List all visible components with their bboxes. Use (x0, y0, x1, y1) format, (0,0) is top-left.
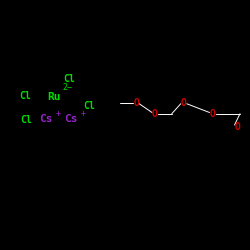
Text: 2−: 2− (62, 84, 72, 92)
Text: Cl: Cl (63, 74, 74, 84)
Text: O: O (234, 122, 240, 132)
Text: +: + (56, 108, 60, 118)
Text: Cl: Cl (19, 91, 31, 101)
Text: Cl: Cl (83, 101, 94, 111)
Text: Ru: Ru (47, 92, 60, 102)
Text: O: O (210, 109, 216, 119)
Text: Cl: Cl (20, 115, 32, 125)
Text: O: O (152, 109, 158, 119)
Text: Cs: Cs (40, 114, 53, 124)
Text: O: O (181, 98, 187, 108)
Text: Cs: Cs (64, 114, 78, 124)
Text: +: + (80, 108, 86, 118)
Text: O: O (133, 98, 139, 108)
